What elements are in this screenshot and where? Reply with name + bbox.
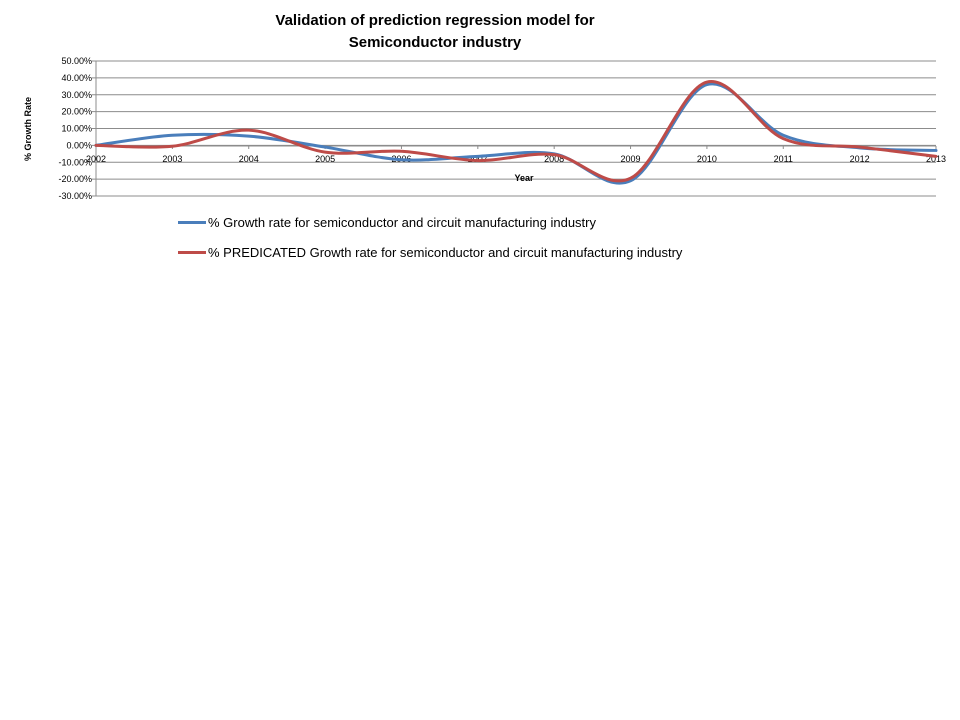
x-tick-label: 2011 xyxy=(774,154,793,164)
y-tick-label: 50.00% xyxy=(61,56,92,66)
chart-title-line-2: Semiconductor industry xyxy=(348,34,522,51)
x-tick-label: 2005 xyxy=(315,154,335,164)
y-tick-label: 0.00% xyxy=(66,140,92,150)
chart-title-line-1: Validation of prediction regression mode… xyxy=(275,12,595,29)
y-tick-label: 10.00% xyxy=(61,124,92,134)
legend-item-predicted: % PREDICATED Growth rate for semiconduct… xyxy=(178,242,682,262)
y-tick-labels: 50.00% 40.00% 30.00% 20.00% 10.00% 0.00% -10.0… xyxy=(58,56,92,201)
y-tick-label: -20.00% xyxy=(58,174,92,184)
y-tick-label: -30.00% xyxy=(58,191,92,201)
chart-title: Validation of prediction regression mode… xyxy=(200,10,670,54)
x-axis-label: Year xyxy=(514,173,534,183)
legend-swatch-predicted xyxy=(178,250,206,254)
x-tick-label: 2010 xyxy=(697,154,717,164)
series-line-actual xyxy=(94,82,938,185)
x-tick-label: 2003 xyxy=(162,154,182,164)
x-tick-label: 2007 xyxy=(468,154,488,164)
y-tick-label: 40.00% xyxy=(61,73,92,83)
series-line-predicted xyxy=(94,80,938,183)
x-tick-label: 2008 xyxy=(544,154,564,164)
y-tick-label: -10.00% xyxy=(58,157,92,167)
y-axis-label: % Growth Rate xyxy=(23,97,33,161)
legend-label-actual: % Growth rate for semiconductor and circ… xyxy=(208,214,597,230)
legend: % Growth rate for semiconductor and circ… xyxy=(178,212,682,272)
x-tick-label: 2004 xyxy=(239,154,259,164)
legend-swatch-actual xyxy=(178,220,206,224)
legend-label-predicted: % PREDICATED Growth rate for semiconduct… xyxy=(208,244,683,260)
gridlines xyxy=(96,60,936,197)
x-tick-label: 2009 xyxy=(621,154,641,164)
x-tick-label: 2013 xyxy=(926,154,946,164)
legend-item-actual: % Growth rate for semiconductor and circ… xyxy=(178,212,682,232)
y-tick-label: 30.00% xyxy=(61,90,92,100)
y-tick-label: 20.00% xyxy=(61,107,92,117)
x-tick-label: 2012 xyxy=(850,154,870,164)
series-lines xyxy=(94,80,938,185)
x-tick-label: 2002 xyxy=(86,154,106,164)
